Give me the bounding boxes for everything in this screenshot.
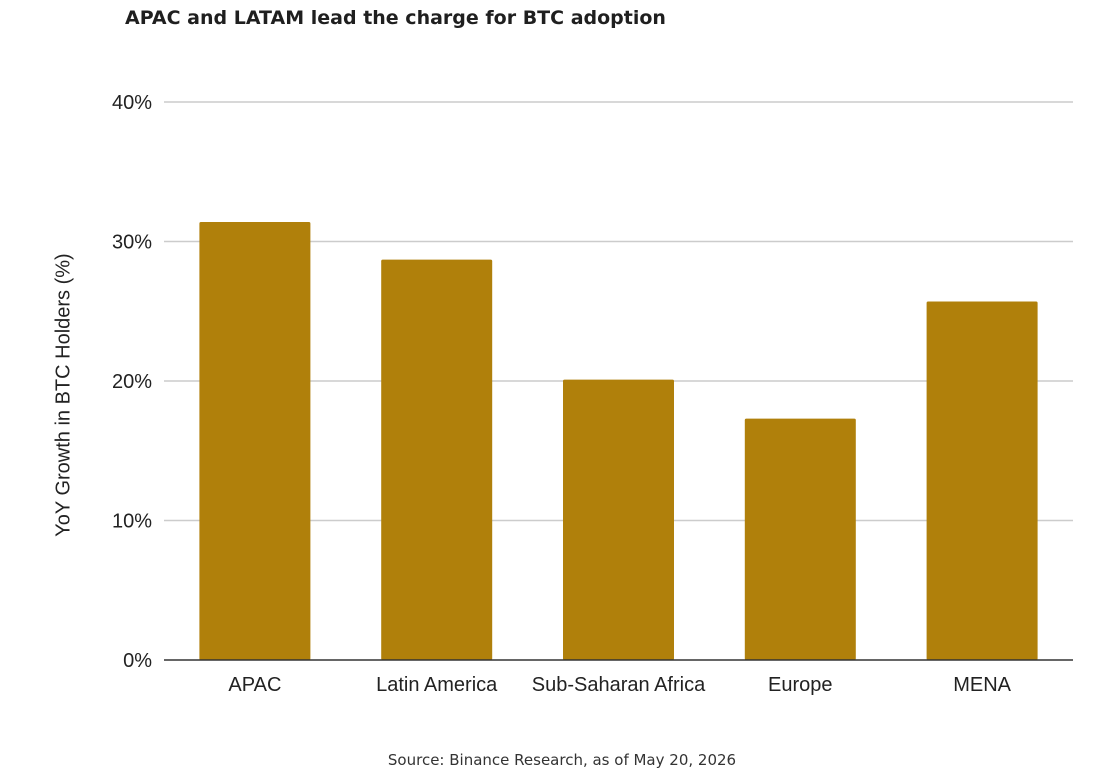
x-tick-label: Latin America [376, 674, 498, 696]
bar-chart-plot: 0% 10% 20% 30% 40% APAC Latin America Sub-Saha… [112, 92, 1073, 696]
bar-apac [199, 221, 311, 660]
y-tick-label: 0% [123, 650, 152, 672]
bar-sub-saharan-africa [563, 379, 674, 660]
bar-latin-america [381, 259, 493, 660]
x-tick-labels: APAC Latin America Sub-Saharan Africa Europ… [228, 674, 1011, 696]
bars [199, 221, 1038, 660]
source-note: Source: Binance Research, as of May 20, … [387, 751, 737, 769]
bar-europe [744, 418, 856, 660]
x-tick-label: APAC [228, 674, 281, 696]
y-tick-label: 20% [112, 371, 152, 393]
x-tick-label: MENA [953, 674, 1011, 696]
bar-mena [926, 301, 1038, 660]
y-tick-label: 30% [112, 232, 152, 254]
y-tick-label: 40% [112, 92, 152, 114]
chart-title: APAC and LATAM lead the charge for BTC a… [125, 7, 666, 29]
x-tick-label: Europe [768, 674, 833, 696]
y-tick-label: 10% [112, 511, 152, 533]
y-tick-labels: 0% 10% 20% 30% 40% [112, 92, 152, 672]
x-tick-label: Sub-Saharan Africa [532, 674, 706, 696]
